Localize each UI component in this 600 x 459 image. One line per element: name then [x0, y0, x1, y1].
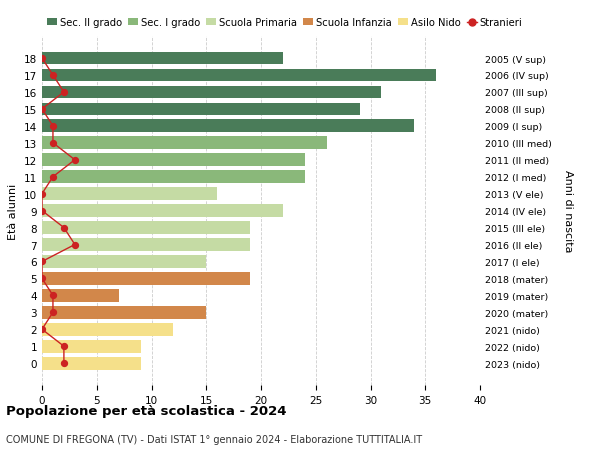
- Bar: [42, 239, 250, 252]
- Bar: [42, 53, 283, 65]
- Bar: [42, 69, 436, 82]
- Point: [37, 190, 47, 198]
- Bar: [42, 120, 415, 133]
- Bar: [42, 222, 250, 235]
- Text: Popolazione per età scolastica - 2024: Popolazione per età scolastica - 2024: [6, 404, 287, 417]
- Point: [37, 326, 47, 333]
- Bar: [42, 103, 359, 116]
- Point: [59, 89, 69, 96]
- Bar: [42, 306, 206, 319]
- Point: [48, 309, 58, 316]
- Bar: [42, 205, 283, 218]
- Point: [59, 224, 69, 232]
- Point: [48, 140, 58, 147]
- Point: [37, 207, 47, 215]
- Point: [59, 343, 69, 350]
- Bar: [42, 357, 140, 369]
- Point: [48, 72, 58, 79]
- Point: [37, 258, 47, 266]
- Point: [37, 55, 47, 62]
- Point: [37, 275, 47, 282]
- Bar: [42, 256, 206, 268]
- Bar: [42, 188, 217, 201]
- Point: [48, 292, 58, 299]
- Y-axis label: Anni di nascita: Anni di nascita: [563, 170, 573, 252]
- Text: COMUNE DI FREGONA (TV) - Dati ISTAT 1° gennaio 2024 - Elaborazione TUTTITALIA.IT: COMUNE DI FREGONA (TV) - Dati ISTAT 1° g…: [6, 434, 422, 444]
- Bar: [42, 86, 382, 99]
- Point: [48, 123, 58, 130]
- Point: [37, 106, 47, 113]
- Bar: [42, 137, 327, 150]
- Legend: Sec. II grado, Sec. I grado, Scuola Primaria, Scuola Infanzia, Asilo Nido, Stran: Sec. II grado, Sec. I grado, Scuola Prim…: [47, 18, 523, 28]
- Y-axis label: Età alunni: Età alunni: [8, 183, 19, 239]
- Bar: [42, 171, 305, 184]
- Point: [59, 360, 69, 367]
- Bar: [42, 340, 140, 353]
- Bar: [42, 273, 250, 285]
- Bar: [42, 154, 305, 167]
- Point: [70, 157, 80, 164]
- Bar: [42, 289, 119, 302]
- Bar: [42, 323, 173, 336]
- Point: [70, 241, 80, 249]
- Point: [48, 174, 58, 181]
